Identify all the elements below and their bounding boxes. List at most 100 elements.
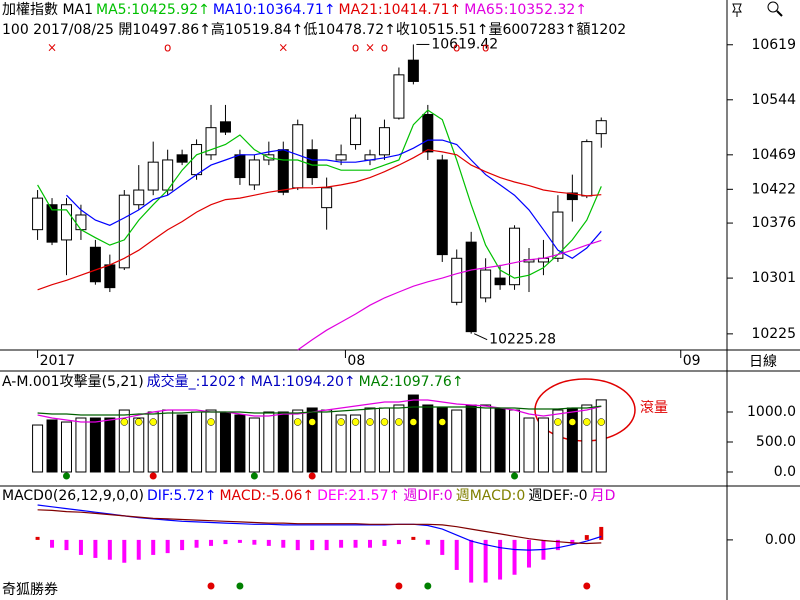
footer-text: 奇狐勝券 xyxy=(2,582,58,598)
volume-bar xyxy=(32,424,44,473)
macd-bar xyxy=(266,539,271,546)
macd-bar xyxy=(180,539,185,551)
signal-dot xyxy=(511,472,519,480)
macd-bar xyxy=(194,539,199,548)
pin-icon[interactable] xyxy=(732,3,742,17)
candle-body xyxy=(46,204,58,243)
candle-body xyxy=(60,204,72,241)
volume-bar xyxy=(581,404,593,473)
y-tick-label: 10376 xyxy=(751,215,796,231)
macd-bar xyxy=(78,539,83,555)
macd-bar xyxy=(223,539,228,545)
y-tick-label: 10619 xyxy=(751,37,796,53)
volume-bar xyxy=(364,407,376,473)
attack-dot xyxy=(597,418,606,426)
indicator-line xyxy=(37,149,602,291)
volume-bar xyxy=(350,414,362,473)
attack-dot xyxy=(395,418,403,426)
macd-bar xyxy=(237,539,242,543)
legend-note: 週DIF:0 xyxy=(403,488,453,504)
macd-bar xyxy=(64,539,69,551)
macd-bar xyxy=(555,539,560,551)
candle-body xyxy=(451,257,463,303)
signal-dot xyxy=(583,582,591,590)
macd-bar xyxy=(454,539,459,570)
macd-bar xyxy=(310,539,315,551)
attack-dot xyxy=(351,418,360,426)
macd-bar xyxy=(396,539,401,545)
candle-body xyxy=(219,121,231,133)
macd-bar xyxy=(252,539,257,545)
annotation-leader xyxy=(473,333,488,341)
price-legend: 加權指數 MA1 MA5:10425.92↑ MA10:10364.71↑ MA21:… xyxy=(2,1,590,19)
y-tick-label: 10422 xyxy=(751,181,796,197)
candle-body xyxy=(509,227,521,286)
volume-bar xyxy=(292,409,304,473)
macd-bar xyxy=(368,539,373,548)
attack-dot xyxy=(568,418,577,426)
volume-bar xyxy=(306,407,318,473)
legend-entry: DIF:5.72↑ xyxy=(146,488,217,504)
macd-legend: MACD0(26,12,9,0,0) DIF:5.72↑ MACD:-5.06↑ DE… xyxy=(2,487,618,505)
signal-dot xyxy=(62,472,70,480)
legend-entry: 成交量_:1202↑ xyxy=(146,374,248,390)
macd-bar xyxy=(353,539,358,548)
macd-bar xyxy=(526,539,531,568)
macd-bar xyxy=(107,539,112,560)
candle-body xyxy=(321,187,333,209)
x-tick-label: 09 xyxy=(683,353,701,369)
y-tick-label: 10225 xyxy=(751,326,796,342)
volume-bar xyxy=(321,409,333,473)
signal-dot xyxy=(149,472,157,480)
zoom-icon[interactable] xyxy=(767,1,783,17)
footer: 奇狐勝券 xyxy=(2,581,61,599)
candle-body xyxy=(89,246,101,283)
candle-body xyxy=(436,159,448,256)
volume-bar xyxy=(451,409,463,473)
candle-body xyxy=(494,277,506,286)
indicator-line xyxy=(37,504,602,551)
volume-bar xyxy=(89,417,101,473)
macd-bar xyxy=(209,539,214,546)
signal-marker: × xyxy=(365,41,375,55)
attack-dot xyxy=(380,418,389,426)
macd-bar xyxy=(281,539,286,548)
y-tick-label: 10469 xyxy=(751,147,796,163)
candle-body xyxy=(595,120,607,135)
volume-bar xyxy=(60,421,72,473)
legend-entry: MA65:10352.32↑ xyxy=(464,2,587,18)
y-tick-label: 10301 xyxy=(751,270,796,286)
zoom-handle xyxy=(776,10,783,17)
candle-body xyxy=(581,141,593,197)
signal-dot xyxy=(424,582,432,590)
macd-bar xyxy=(324,539,329,551)
signal-marker: × xyxy=(278,41,288,55)
candle-body xyxy=(552,211,564,259)
volume-bar xyxy=(595,399,607,473)
legend-entry: DEF:21.57↑ xyxy=(317,488,401,504)
macd-bar xyxy=(151,539,156,555)
volume-bar xyxy=(176,414,188,473)
volume-bar xyxy=(422,404,434,473)
price-info: 100 2017/08/25 開10497.86↑高10519.84↑低1047… xyxy=(2,22,627,38)
attack-dot xyxy=(207,418,215,426)
macd-bar xyxy=(512,539,517,575)
legend-entry: MACD:-5.06↑ xyxy=(219,488,315,504)
volume-bar xyxy=(277,411,289,473)
candle-body xyxy=(378,127,390,156)
volume-bar xyxy=(552,409,564,473)
volume-bar xyxy=(537,417,549,473)
volume-bar xyxy=(219,411,231,473)
signal-marker: o xyxy=(453,41,460,55)
legend-entry: MA5:10425.92↑ xyxy=(96,2,210,18)
candle-body xyxy=(407,59,419,82)
volume-bar xyxy=(263,411,275,473)
volume-legend: A-M.001攻擊量(5,21) 成交量_:1202↑ MA1:1094.20↑ MA… xyxy=(2,373,467,391)
macd-bar xyxy=(469,539,474,583)
attack-dot xyxy=(366,418,374,426)
legend-entry: MA10:10364.71↑ xyxy=(212,2,336,18)
pin-shape xyxy=(732,3,742,13)
legend-title: 加權指數 MA1 xyxy=(2,2,94,18)
legend-title: MACD0(26,12,9,0,0) xyxy=(2,488,144,504)
indicator-line xyxy=(37,399,602,423)
